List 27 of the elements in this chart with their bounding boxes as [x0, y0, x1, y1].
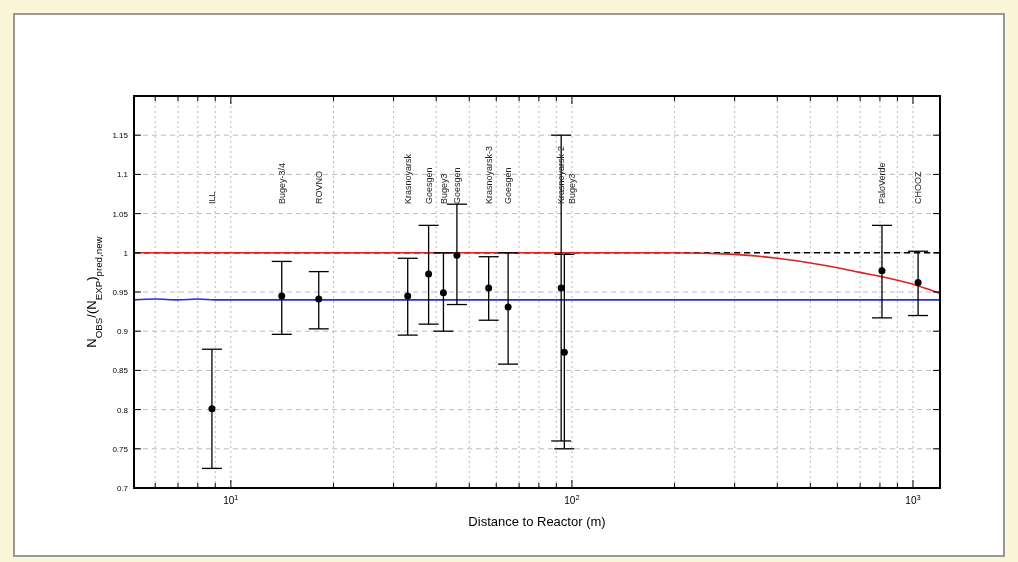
- annotation: PaloVerde: [877, 162, 888, 204]
- y-tick-label: 1.05: [112, 209, 129, 219]
- y-tick-label: 1.15: [112, 131, 129, 141]
- y-tick-label: 0.9: [116, 327, 129, 337]
- annotation: Goesgen: [423, 167, 434, 204]
- annotation: CHOOZ: [913, 171, 924, 204]
- annotation: Goesgen: [503, 167, 514, 204]
- annotation: ILL: [207, 191, 218, 204]
- x-axis-title: Distance to Reactor (m): [468, 514, 606, 529]
- y-tick-label: 0.85: [112, 366, 129, 376]
- annotation: ROVNO: [313, 170, 324, 204]
- y-tick-label: 1: [123, 248, 129, 258]
- annotation: Krasnoyarsk-2: [556, 145, 567, 204]
- annotation: Krasnoyarsk-3: [483, 145, 494, 204]
- x-tick-label: 10$^{3}$: [905, 492, 921, 506]
- y-tick-label: 0.7: [116, 484, 129, 493]
- x-tick-label: 10$^{2}$: [564, 492, 580, 506]
- annotation: Bugey-3/4: [276, 162, 287, 204]
- y-tick-label: 1.1: [116, 170, 129, 180]
- annotation: Krasnoyarsk: [402, 153, 413, 204]
- annotation: Bugey3: [567, 173, 578, 204]
- annotation: Goesgen: [452, 167, 463, 204]
- annotation: Bugey3: [438, 173, 449, 204]
- y-tick-label: 0.8: [116, 405, 129, 415]
- y-tick-label: 0.95: [112, 288, 129, 297]
- x-tick-label: 10$^{1}$: [223, 492, 239, 506]
- y-tick-label: 0.75: [112, 444, 129, 454]
